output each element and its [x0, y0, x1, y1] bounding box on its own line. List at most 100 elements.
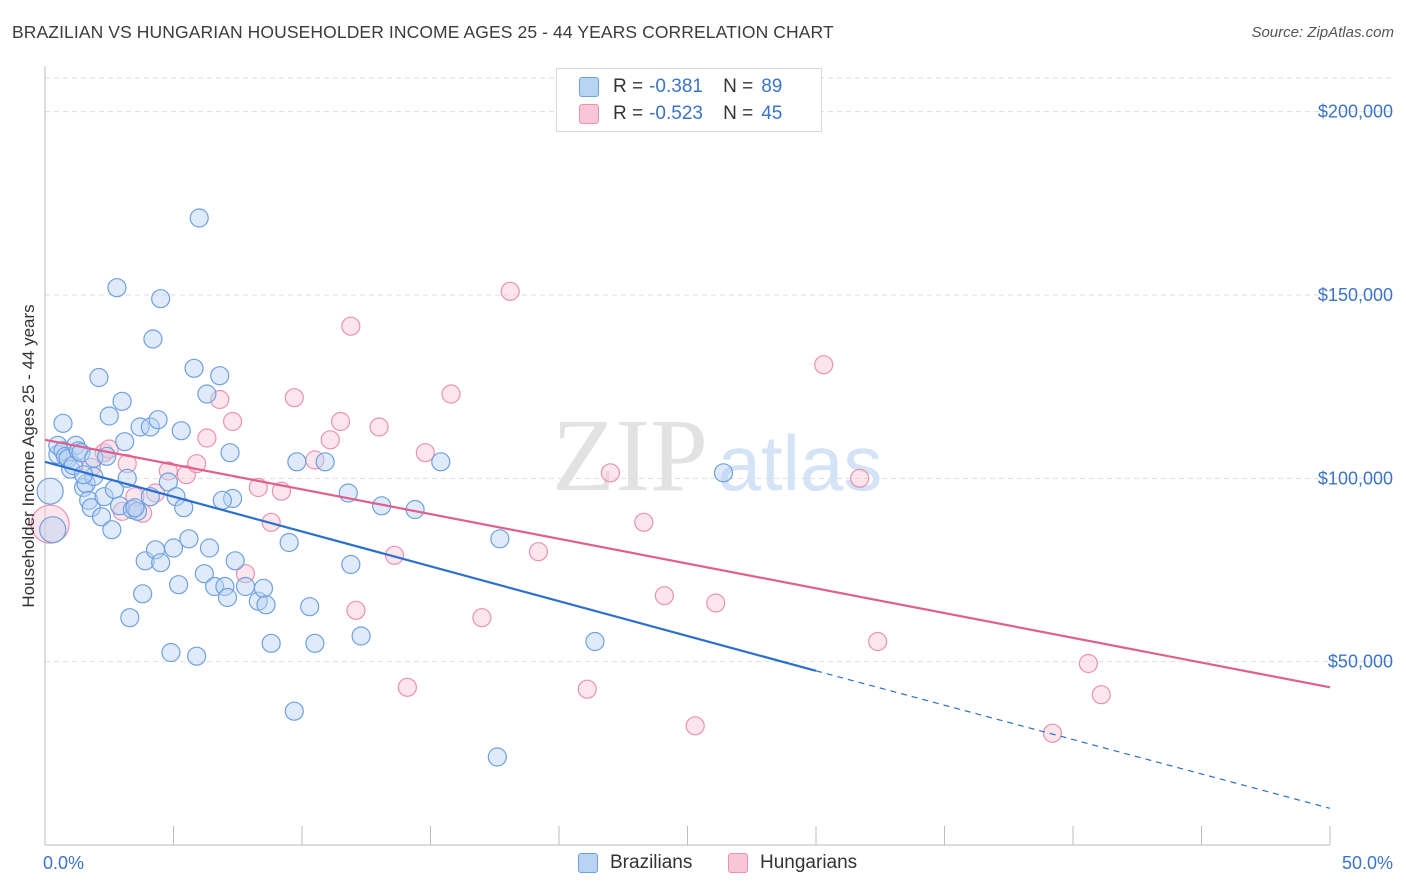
- brazilians-point: [351, 626, 371, 646]
- brazilians-point: [431, 452, 451, 472]
- n-value: 89: [761, 76, 783, 97]
- hungarians-swatch: [728, 853, 748, 873]
- axes: [44, 66, 1331, 846]
- brazilians-point: [197, 384, 217, 404]
- brazilians-point: [36, 477, 64, 505]
- r-value: -0.381: [649, 76, 703, 97]
- hungarians-point: [320, 430, 340, 450]
- legend-row-brazilians: R = -0.381 N = 89: [579, 75, 782, 99]
- brazilians-point: [171, 421, 191, 441]
- brazilians-point: [161, 642, 181, 663]
- n-label: N =: [723, 103, 754, 124]
- brazilians-point: [151, 289, 171, 309]
- brazilians-point: [143, 329, 163, 349]
- brazilians-point: [713, 463, 734, 483]
- brazilians-point: [127, 501, 148, 521]
- brazilians-point: [115, 432, 135, 452]
- brazilians-point: [102, 520, 122, 540]
- hungarians-points: [30, 281, 1111, 743]
- brazilians-point: [235, 576, 256, 597]
- brazilians-point: [79, 490, 99, 510]
- hungarians-point: [500, 281, 520, 301]
- hungarians-point: [330, 411, 351, 432]
- hungarians-point: [600, 463, 621, 483]
- brazilians-point: [256, 595, 276, 615]
- trend-lines: [44, 438, 1331, 809]
- brazilians-point: [130, 417, 150, 437]
- brazilians-point: [284, 701, 304, 721]
- hungarians-point: [197, 428, 217, 448]
- brazilians-point: [212, 490, 232, 510]
- brazilians-point: [187, 646, 207, 666]
- hungarians-point: [1078, 653, 1099, 674]
- legend-item-brazilians[interactable]: Brazilians: [578, 852, 692, 874]
- hungarians-point: [685, 716, 705, 736]
- brazilians-point: [89, 367, 109, 388]
- legend-label-brazilians: Brazilians: [610, 852, 693, 873]
- brazilians-point: [341, 554, 361, 575]
- brazilians-point: [585, 631, 605, 652]
- hungarians-point: [341, 316, 361, 336]
- brazilians-point: [205, 576, 225, 597]
- brazilians-point: [91, 507, 112, 527]
- y-tick-label: $50,000: [1328, 652, 1393, 672]
- hungarians-point: [634, 512, 654, 532]
- hungarians-trend-line: [44, 438, 1331, 689]
- hungarians-swatch: [579, 104, 599, 124]
- hungarians-point: [528, 542, 549, 562]
- n-label: N =: [723, 76, 754, 97]
- brazilians-point: [217, 587, 238, 608]
- brazilians-point: [225, 551, 245, 571]
- brazilians-swatch: [579, 77, 599, 97]
- y-tick-label: $200,000: [1318, 102, 1393, 122]
- brazilians-point: [220, 443, 240, 463]
- brazilians-point: [109, 496, 130, 516]
- brazilians-point: [215, 576, 235, 597]
- source-label: Source: ZipAtlas.com: [1251, 24, 1394, 41]
- brazilians-point: [179, 529, 199, 549]
- brazilians-point: [125, 498, 145, 518]
- n-value: 45: [761, 103, 783, 124]
- brazilians-points: [36, 208, 734, 767]
- chart-title: BRAZILIAN VS HUNGARIAN HOUSEHOLDER INCOM…: [12, 22, 834, 42]
- legend-row-hungarians: R = -0.523 N = 45: [579, 102, 782, 126]
- brazilians-swatch: [578, 853, 598, 873]
- hungarians-point: [397, 677, 417, 697]
- brazilians-point: [148, 410, 168, 430]
- hungarians-point: [384, 545, 405, 565]
- watermark: ZIP atlas: [552, 398, 882, 513]
- brazilians-point: [194, 564, 214, 584]
- r-label: R =: [613, 103, 644, 124]
- x-tick-label-end: 50.0%: [1342, 853, 1393, 873]
- brazilians-point: [163, 538, 184, 558]
- brazilians-point: [315, 452, 335, 472]
- brazilians-point: [112, 391, 132, 411]
- hungarians-point: [850, 468, 870, 488]
- brazilians-point: [261, 633, 281, 653]
- y-tick-label: $100,000: [1318, 468, 1393, 488]
- brazilians-point: [151, 553, 171, 573]
- brazilians-trend-line: [44, 460, 817, 672]
- y-tick-labels: $50,000 $100,000 $150,000 $200,000: [1318, 102, 1393, 672]
- series-legend: Brazilians Hungarians: [0, 852, 1406, 876]
- brazilians-point: [490, 529, 510, 549]
- brazilians-point: [253, 578, 274, 598]
- legend-label-hungarians: Hungarians: [760, 852, 858, 873]
- hungarians-point: [868, 631, 888, 652]
- hungarians-point: [158, 461, 178, 481]
- brazilians-point: [53, 413, 73, 433]
- hungarians-point: [346, 600, 366, 620]
- hungarians-point: [706, 593, 726, 613]
- y-axis-label: Householder Income Ages 25 - 44 years: [19, 304, 38, 607]
- hungarians-point: [248, 477, 268, 498]
- watermark-atlas: atlas: [718, 419, 883, 507]
- hungarians-point: [415, 443, 435, 463]
- hungarians-point: [223, 411, 243, 432]
- brazilians-point: [279, 532, 299, 553]
- legend-item-hungarians[interactable]: Hungarians: [728, 852, 857, 874]
- x-tick-label-start: 0.0%: [43, 853, 84, 873]
- hungarians-point: [369, 417, 389, 437]
- brazilians-point: [189, 208, 209, 228]
- hungarians-point: [1042, 723, 1063, 743]
- brazilians-point: [487, 747, 507, 767]
